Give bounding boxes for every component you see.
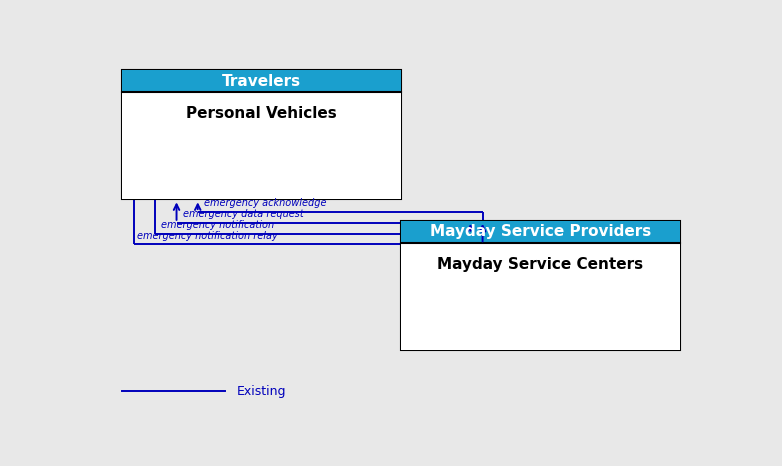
Text: emergency notification relay: emergency notification relay [137, 231, 278, 241]
Text: Mayday Service Providers: Mayday Service Providers [429, 224, 651, 239]
Bar [401, 221, 680, 242]
Bar [122, 70, 401, 199]
Bar [401, 221, 680, 350]
Text: Existing: Existing [237, 385, 287, 398]
Text: Travelers: Travelers [222, 74, 301, 89]
Bar [401, 242, 680, 350]
Bar [122, 92, 401, 199]
Bar [122, 70, 401, 92]
Text: emergency notification: emergency notification [161, 220, 274, 230]
Text: Mayday Service Centers: Mayday Service Centers [437, 257, 644, 272]
Text: emergency acknowledge: emergency acknowledge [204, 199, 326, 208]
Text: Personal Vehicles: Personal Vehicles [186, 106, 337, 121]
Text: emergency data request: emergency data request [183, 209, 303, 219]
